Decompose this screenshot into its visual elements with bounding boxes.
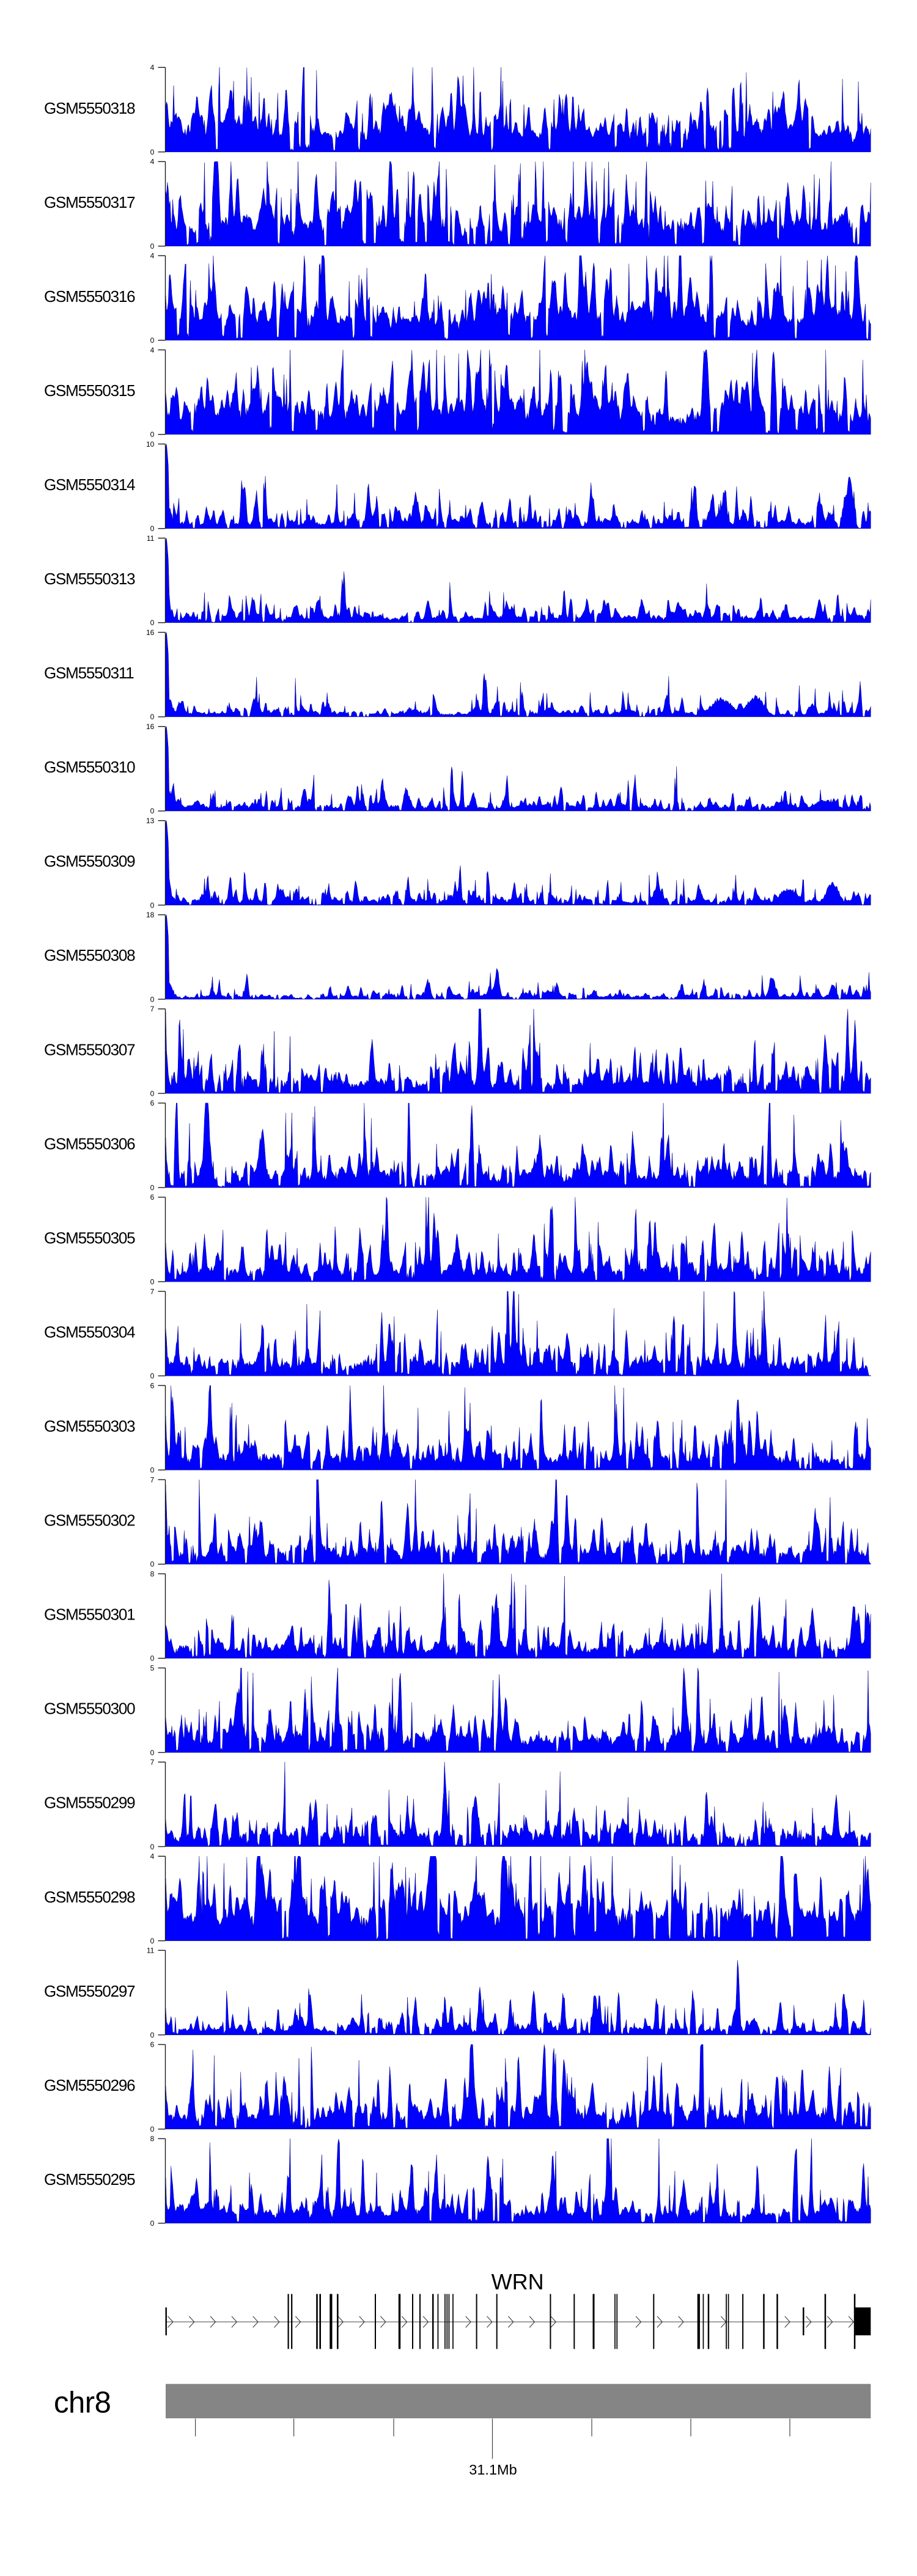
svg-text:0: 0 [150, 901, 155, 909]
svg-text:GSM5550310: GSM5550310 [44, 758, 135, 776]
svg-text:16: 16 [146, 722, 155, 731]
svg-text:18: 18 [146, 911, 155, 919]
svg-text:GSM5550303: GSM5550303 [44, 1417, 135, 1436]
svg-text:0: 0 [150, 242, 155, 251]
svg-text:GSM5550307: GSM5550307 [44, 1040, 135, 1059]
svg-text:0: 0 [150, 524, 155, 533]
svg-text:GSM5550313: GSM5550313 [44, 570, 135, 588]
svg-text:0: 0 [150, 1372, 155, 1381]
svg-text:0: 0 [150, 713, 155, 721]
svg-text:0: 0 [150, 1089, 155, 1098]
svg-text:GSM5550297: GSM5550297 [44, 1982, 135, 2000]
svg-text:4: 4 [150, 64, 155, 72]
svg-text:GSM5550309: GSM5550309 [44, 852, 135, 870]
svg-text:0: 0 [150, 336, 155, 345]
svg-text:7: 7 [150, 1475, 155, 1484]
svg-text:4: 4 [150, 252, 155, 260]
svg-text:0: 0 [150, 2031, 155, 2039]
svg-text:0: 0 [150, 148, 155, 156]
svg-text:chr8: chr8 [54, 2387, 111, 2420]
svg-text:7: 7 [150, 1005, 155, 1013]
svg-text:0: 0 [150, 2125, 155, 2134]
svg-text:GSM5550301: GSM5550301 [44, 1605, 135, 1624]
svg-text:GSM5550308: GSM5550308 [44, 946, 135, 964]
svg-text:7: 7 [150, 1287, 155, 1296]
svg-text:WRN: WRN [492, 2269, 544, 2294]
svg-text:7: 7 [150, 1758, 155, 1767]
svg-text:0: 0 [150, 1654, 155, 1663]
svg-text:8: 8 [150, 2135, 155, 2143]
svg-text:GSM5550316: GSM5550316 [44, 287, 135, 306]
svg-text:GSM5550305: GSM5550305 [44, 1228, 135, 1247]
svg-text:0: 0 [150, 995, 155, 1004]
svg-text:4: 4 [150, 158, 155, 166]
svg-text:10: 10 [146, 440, 155, 449]
svg-text:0: 0 [150, 618, 155, 627]
svg-text:13: 13 [146, 816, 155, 825]
svg-text:0: 0 [150, 1843, 155, 1851]
svg-text:0: 0 [150, 1749, 155, 1757]
svg-text:GSM5550318: GSM5550318 [44, 99, 135, 117]
svg-text:0: 0 [150, 1937, 155, 1945]
svg-text:GSM5550296: GSM5550296 [44, 2076, 135, 2094]
svg-text:4: 4 [150, 346, 155, 354]
svg-text:GSM5550306: GSM5550306 [44, 1134, 135, 1153]
svg-text:4: 4 [150, 1852, 155, 1861]
svg-text:GSM5550302: GSM5550302 [44, 1511, 135, 1530]
svg-text:31.1Mb: 31.1Mb [469, 2462, 517, 2478]
svg-text:6: 6 [150, 2041, 155, 2049]
svg-text:6: 6 [150, 1099, 155, 1107]
svg-text:11: 11 [147, 534, 155, 543]
svg-text:GSM5550315: GSM5550315 [44, 381, 135, 400]
svg-text:0: 0 [150, 1466, 155, 1475]
svg-text:0: 0 [150, 1184, 155, 1192]
svg-text:GSM5550300: GSM5550300 [44, 1700, 135, 1718]
svg-text:GSM5550314: GSM5550314 [44, 475, 135, 494]
svg-text:GSM5550311: GSM5550311 [44, 664, 134, 682]
svg-text:0: 0 [150, 807, 155, 815]
svg-text:GSM5550298: GSM5550298 [44, 1888, 135, 1906]
svg-text:0: 0 [150, 1278, 155, 1286]
svg-text:GSM5550295: GSM5550295 [44, 2170, 135, 2189]
svg-text:GSM5550317: GSM5550317 [44, 193, 135, 211]
svg-text:0: 0 [150, 430, 155, 439]
svg-text:6: 6 [150, 1193, 155, 1202]
svg-text:GSM5550299: GSM5550299 [44, 1794, 135, 1812]
svg-text:11: 11 [147, 1947, 155, 1955]
svg-text:0: 0 [150, 2219, 155, 2228]
svg-text:16: 16 [146, 628, 155, 637]
svg-text:0: 0 [150, 1560, 155, 1569]
svg-text:8: 8 [150, 1569, 155, 1578]
svg-text:GSM5550304: GSM5550304 [44, 1323, 135, 1341]
svg-text:5: 5 [150, 1664, 155, 1673]
svg-text:6: 6 [150, 1381, 155, 1390]
